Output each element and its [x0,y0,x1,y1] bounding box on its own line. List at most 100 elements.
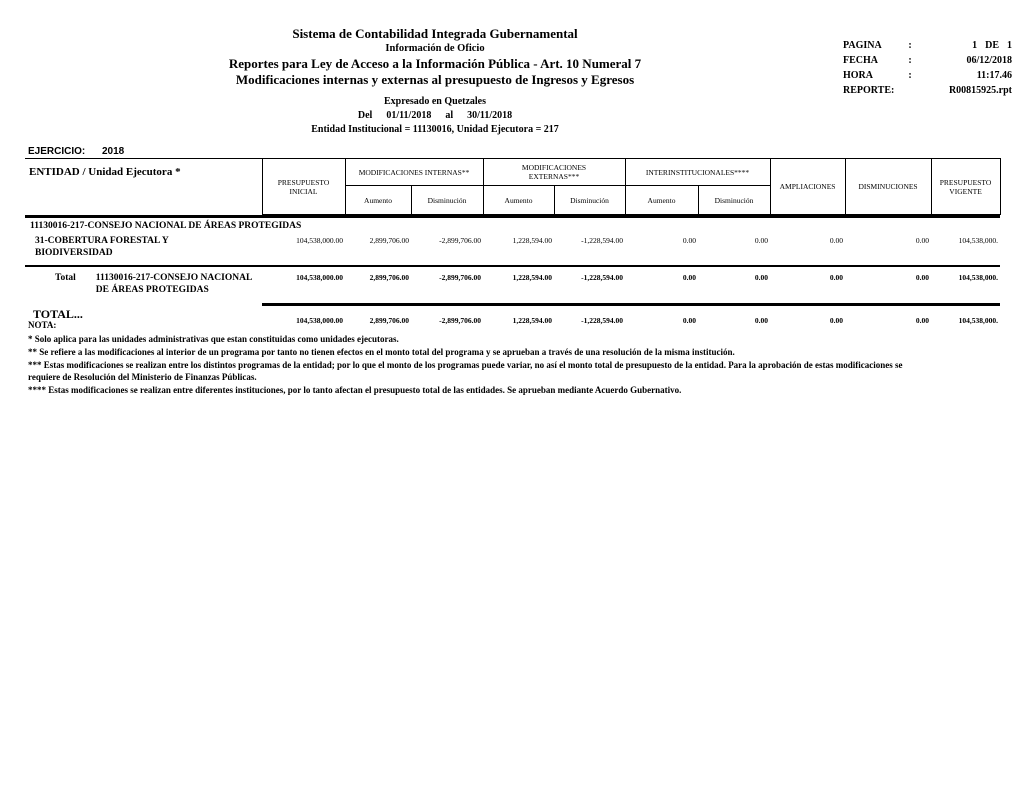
report-header: Sistema de Contabilidad Integrada Gubern… [150,26,720,137]
grand-presupuesto-vigente: 104,538,000. [958,315,999,325]
fecha-colon: : [908,55,912,66]
column-header-ampliaciones: AMPLIACIONES [769,158,846,215]
column-header-presupuesto-inicial: PRESUPUESTO INICIAL [261,158,346,215]
date-from-label: Del [357,110,373,121]
fecha-value: 06/12/2018 [966,55,1012,66]
budget-modifications-table: ENTIDAD / Unidad Ejecutora * PRESUPUESTO… [25,158,1001,333]
date-to-label: al [445,110,454,121]
detail-internas-disminucion: -2,899,706.00 [439,235,482,245]
detail-externas-aumento: 1,228,594.00 [512,235,553,245]
presupuesto-vigente-text: PRESUPUESTO VIGENTE [939,177,992,196]
total-externas-aumento: 1,228,594.00 [512,273,553,282]
subheader-interinst-aumento: Aumento [624,185,699,215]
detail-presupuesto-inicial: 104,538,000.00 [296,235,343,245]
program-name-line2: BIODIVERSIDAD [35,247,113,258]
expressed-in-label: Expresado en Quetzales [383,96,487,107]
pre-total-rule [25,264,1001,267]
grand-interinst-aumento: 0.00 [682,315,697,325]
entity-total-name-line1: 11130016-217-CONSEJO NACIONAL [95,273,253,283]
column-header-presupuesto-vigente: PRESUPUESTO VIGENTE [930,158,1001,215]
grand-interinst-disminucion: 0.00 [754,315,769,325]
note-line-4: requiere de Resolución del Ministerio de… [28,372,257,383]
program-name-line1: 31-COBERTURA FORESTAL Y [35,235,169,246]
pagina-label: PAGINA [843,40,882,51]
notes-title: NOTA: [28,320,57,330]
detail-interinst-aumento: 0.00 [682,235,697,245]
subheader-externas-aumento: Aumento [482,185,555,215]
grand-ampliaciones: 0.00 [829,315,844,325]
total-disminuciones: 0.00 [915,273,930,282]
meta-pagina-row: PAGINA : 1 DE 1 [843,38,1018,53]
column-header-interinstitucionales: INTERINSTITUCIONALES**** [624,158,771,186]
grand-externas-disminucion: -1,228,594.00 [581,315,624,325]
post-total-rule [25,303,1001,306]
total-presupuesto-vigente: 104,538,000. [958,273,999,282]
entity-total-name: 11130016-217-CONSEJO NACIONAL DE ÁREAS P… [96,272,253,296]
report-title-line2: Modificaciones internas y externas al pr… [235,72,635,87]
rule-bar [262,303,1001,306]
detail-internas-aumento: 2,899,706.00 [369,235,409,245]
subheader-externas-disminucion: Disminución [553,185,626,215]
hora-colon: : [908,70,912,81]
hora-label: HORA [843,70,873,81]
column-header-disminuciones: DISMINUCIONES [844,158,932,215]
report-title-line1: Reportes para Ley de Acceso a la Informa… [228,56,642,71]
note-line-3: *** Estas modificaciones se realizan ent… [28,359,903,370]
budget-table-wrap: ENTIDAD / Unidad Ejecutora * PRESUPUESTO… [25,158,1001,333]
note-line-2: ** Se refiere a las modificaciones al in… [28,346,735,357]
reporte-label: REPORTE: [843,85,895,96]
entity-total-name-line2: DE ÁREAS PROTEGIDAS [95,285,209,295]
grand-internas-disminucion: -2,899,706.00 [439,315,482,325]
mod-externas-text: MODIFICACIONES EXTERNAS*** [521,163,587,181]
grand-disminuciones: 0.00 [915,315,930,325]
ejercicio-line: EJERCICIO: 2018 [28,146,124,157]
total-externas-disminucion: -1,228,594.00 [581,273,624,282]
ejercicio-value: 2018 [102,146,125,157]
pagina-colon: : [908,40,912,51]
grand-presupuesto-inicial: 104,538,000.00 [296,315,343,325]
note-line-5: **** Estas modificaciones se realizan en… [28,385,682,396]
subheader-internas-aumento: Aumento [344,185,412,215]
column-header-mod-internas: MODIFICACIONES INTERNAS** [344,158,484,186]
page-total: 1 [1007,40,1012,51]
entity-group-header: 11130016-217-CONSEJO NACIONAL DE ÁREAS P… [30,220,302,231]
grand-internas-aumento: 2,899,706.00 [369,315,409,325]
grand-externas-aumento: 1,228,594.00 [512,315,553,325]
entity-line: Entidad Institucional = 11130016, Unidad… [311,124,559,135]
meta-hora-row: HORA : 11:17.46 [843,68,1018,83]
entity-group-row: 11130016-217-CONSEJO NACIONAL DE ÁREAS P… [25,218,1000,233]
date-from-value: 01/11/2018 [386,110,432,121]
detail-externas-disminucion: -1,228,594.00 [581,235,624,245]
of-label: DE [985,40,999,51]
table-row-grand-total: TOTAL... 104,538,000.00 2,899,706.00 -2,… [25,306,1000,333]
total-interinst-disminucion: 0.00 [754,273,769,282]
note-line-1: * Solo aplica para las unidades administ… [28,334,399,344]
reporte-colon [903,83,917,98]
subheader-interinst-disminucion: Disminución [697,185,771,215]
presupuesto-inicial-text: PRESUPUESTO INICIAL [277,177,330,196]
hora-value: 11:17.46 [976,70,1012,81]
reporte-value: R00815925.rpt [948,85,1012,96]
total-ampliaciones: 0.00 [829,273,844,282]
system-title: Sistema de Contabilidad Integrada Gubern… [292,26,578,41]
table-row-entity-total: Total 11130016-217-CONSEJO NACIONAL DE Á… [25,267,1000,303]
total-internas-disminucion: -2,899,706.00 [439,273,482,282]
header-bottom-rule [25,214,1001,218]
fecha-label: FECHA [843,55,878,66]
total-internas-aumento: 2,899,706.00 [369,273,409,282]
detail-ampliaciones: 0.00 [829,235,844,245]
detail-disminuciones: 0.00 [915,235,930,245]
pagina-value: 1 DE 1 [917,38,1018,53]
table-row-detail: 31-COBERTURA FORESTAL Y BIODIVERSIDAD 10… [25,233,1000,265]
detail-presupuesto-vigente: 104,538,000. [958,235,999,245]
total-prefix: Total [55,273,76,283]
column-header-entidad: ENTIDAD / Unidad Ejecutora * [25,158,263,215]
total-presupuesto-inicial: 104,538,000.00 [296,273,343,282]
date-to-value: 30/11/2018 [467,110,513,121]
page-number: 1 [972,40,978,51]
detail-interinst-disminucion: 0.00 [754,235,769,245]
notes-block: NOTA: * Solo aplica para las unidades ad… [28,320,903,397]
grand-total-label: TOTAL... [33,306,83,321]
subheader-internas-disminucion: Disminución [410,185,484,215]
